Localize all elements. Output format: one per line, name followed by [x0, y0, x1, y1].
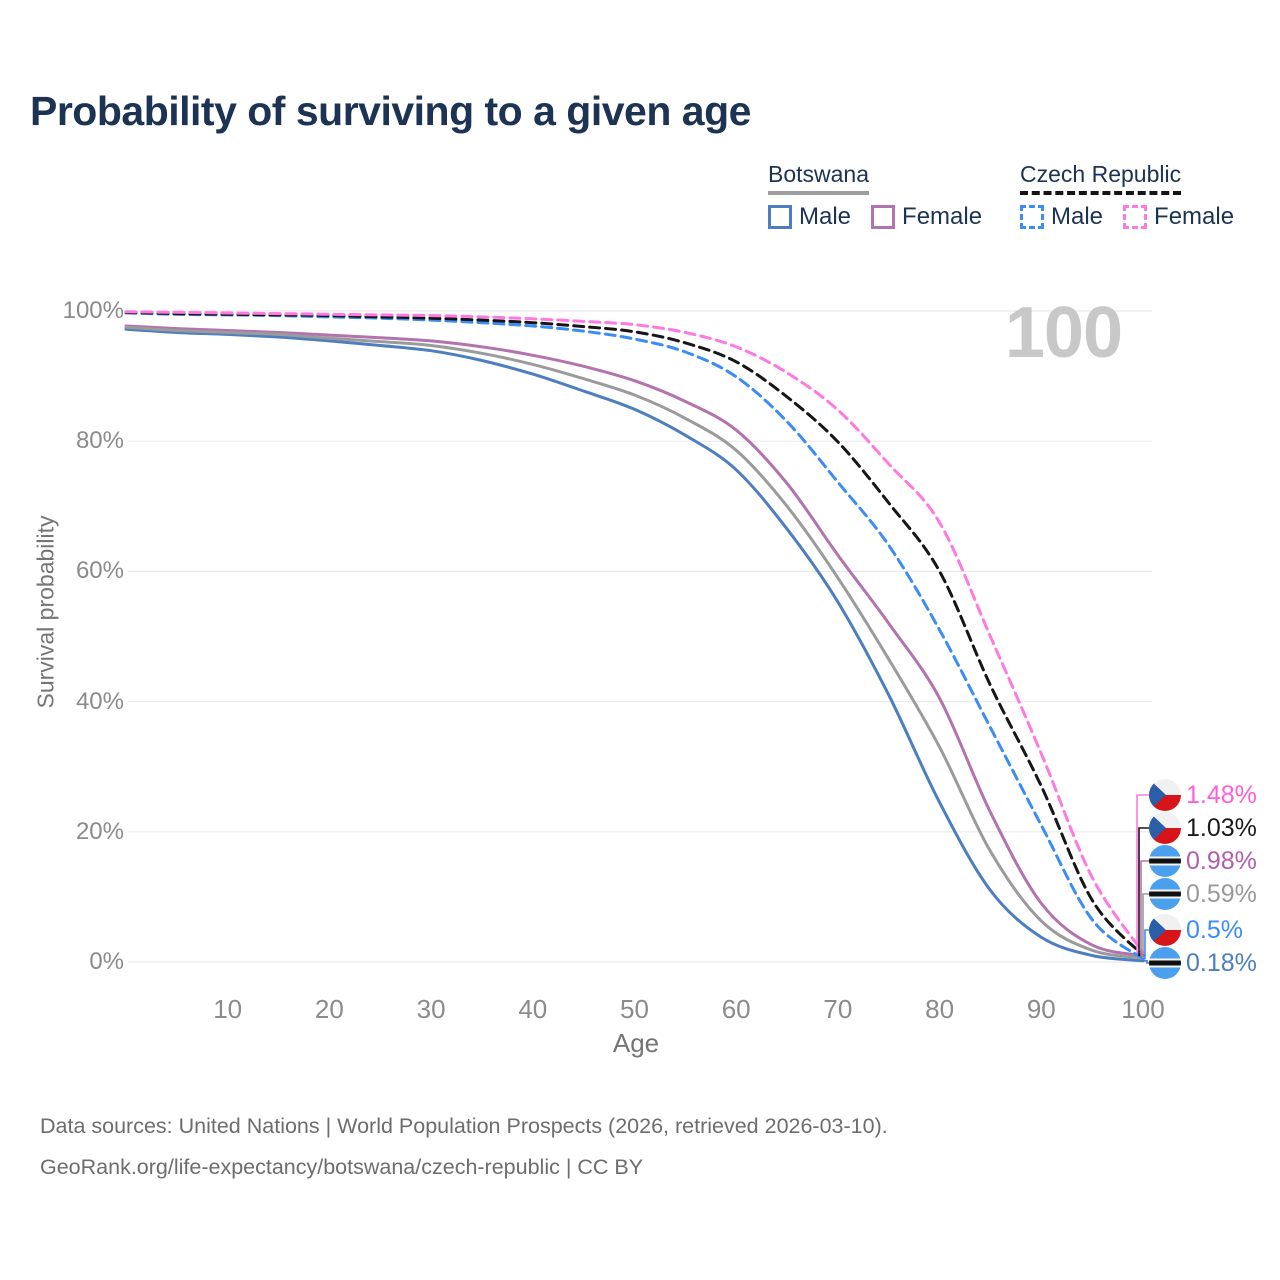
- series-line-botswana-female[interactable]: [124, 324, 1145, 958]
- end-label-botswana-female: 0.98%: [1149, 845, 1257, 877]
- series-line-botswana-both-sexes[interactable]: [124, 325, 1145, 960]
- legend-swatch-icon: [871, 205, 896, 230]
- x-tick-90: 90: [1026, 994, 1056, 1024]
- series-line-czech-republic-female[interactable]: [124, 310, 1145, 954]
- leader-line-botswana-both-sexes: [1142, 893, 1149, 959]
- legend-swatch-icon: [1123, 205, 1148, 230]
- end-value: 0.98%: [1186, 846, 1257, 875]
- x-tick-50: 50: [620, 994, 649, 1024]
- legend-item-botswana-female[interactable]: Female: [871, 203, 982, 231]
- end-value: 1.03%: [1186, 813, 1257, 842]
- end-value: 0.5%: [1186, 915, 1243, 944]
- x-tick-20: 20: [314, 994, 344, 1024]
- footer-data-sources: Data sources: United Nations | World Pop…: [40, 1114, 888, 1138]
- end-label-czech-republic-male: 0.5%: [1149, 914, 1243, 946]
- czech-republic-flag-icon: [1149, 779, 1181, 811]
- page-title: Probability of surviving to a given age: [30, 88, 751, 134]
- legend-group-title-czech-republic[interactable]: Czech Republic: [1020, 161, 1182, 196]
- legend-item-label: Female: [902, 203, 983, 231]
- legend-items-botswana: Male Female: [768, 203, 982, 231]
- end-label-czech-republic-female: 1.48%: [1149, 779, 1257, 811]
- legend-item-label: Male: [1051, 203, 1104, 231]
- botswana-flag-icon: [1149, 845, 1181, 877]
- y-tick-60%: 60%: [75, 557, 124, 585]
- x-tick-30: 30: [416, 994, 446, 1024]
- legend-swatch-icon: [1020, 205, 1044, 230]
- age-100-watermark: 100: [1004, 293, 1123, 373]
- end-value: 0.59%: [1186, 879, 1257, 908]
- y-tick-20%: 20%: [75, 817, 124, 845]
- botswana-flag-icon: [1149, 947, 1181, 979]
- botswana-flag-icon: [1149, 878, 1181, 910]
- czech-republic-flag-icon: [1149, 914, 1181, 946]
- legend-swatch-icon: [768, 205, 792, 230]
- y-tick-0%: 0%: [89, 948, 124, 975]
- x-tick-70: 70: [823, 994, 853, 1024]
- end-value: 0.18%: [1186, 948, 1257, 977]
- legend-group-czech-republic: Czech Republic Male Female: [1020, 161, 1234, 231]
- x-tick-80: 80: [925, 994, 955, 1024]
- x-tick-60: 60: [721, 994, 751, 1024]
- y-tick-40%: 40%: [75, 687, 124, 715]
- leader-line-czech-republic-female: [1136, 794, 1149, 954]
- y-tick-80%: 80%: [75, 427, 124, 455]
- end-label-botswana-both-sexes: 0.59%: [1149, 878, 1257, 910]
- legend-item-czech-republic-male[interactable]: Male: [1020, 203, 1103, 231]
- series-line-botswana-male[interactable]: [124, 327, 1145, 963]
- leader-line-botswana-female: [1140, 860, 1149, 957]
- x-axis-title: Age: [612, 1028, 660, 1058]
- y-axis-title: Survival probability: [32, 515, 59, 709]
- legend-group-title-botswana[interactable]: Botswana: [768, 161, 870, 196]
- leader-line-botswana-male: [1143, 960, 1149, 964]
- legend-item-czech-republic-female[interactable]: Female: [1123, 203, 1234, 231]
- end-value: 1.48%: [1186, 780, 1257, 809]
- legend-items-czech-republic: Male Female: [1020, 203, 1234, 231]
- footer-attribution: GeoRank.org/life-expectancy/botswana/cze…: [40, 1155, 644, 1179]
- leader-line-czech-republic-male: [1143, 929, 1149, 960]
- czech-republic-flag-icon: [1149, 812, 1181, 844]
- legend-group-botswana: Botswana Male Female: [768, 161, 982, 231]
- x-tick-100: 100: [1121, 994, 1165, 1024]
- y-tick-100%: 100%: [62, 297, 124, 324]
- end-label-botswana-male: 0.18%: [1149, 947, 1257, 979]
- x-tick-40: 40: [518, 994, 548, 1024]
- x-tick-10: 10: [213, 994, 243, 1024]
- legend-item-label: Male: [799, 203, 852, 231]
- legend-item-botswana-male[interactable]: Male: [768, 203, 851, 231]
- footer: Data sources: United Nations | World Pop…: [40, 1106, 888, 1188]
- legend-item-label: Female: [1154, 203, 1235, 231]
- end-label-czech-republic-both-sexes: 1.03%: [1149, 812, 1257, 844]
